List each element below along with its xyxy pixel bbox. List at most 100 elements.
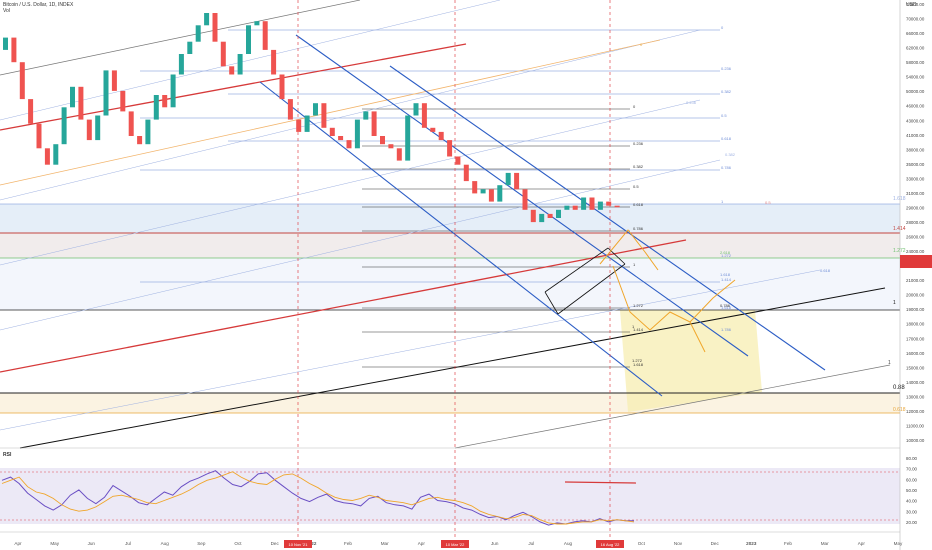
price-tick-label: 43000.00 [906,118,925,123]
price-candle [153,95,159,120]
price-candle [70,86,75,108]
price-tick-label: 24000.00 [906,249,925,254]
date-marker-tag [596,540,624,548]
current-price-tag [900,255,932,268]
fib-label-projection: 0.618 [820,268,831,273]
price-candle [137,136,143,145]
fib-label-right: 0.5 [721,113,727,118]
price-candle [170,74,176,108]
price-candle [338,136,344,141]
price-candle [597,201,603,210]
price-candle [120,90,126,112]
price-tick-label: 28000.00 [906,220,925,225]
fib-label-left: 0.786 [633,226,644,231]
black-trendline [19,287,886,449]
price-candle [19,62,25,100]
fib-label-projection: 0.786 [720,303,731,308]
price-candle [413,103,419,116]
volume-label: Vol [3,8,10,14]
price-candle [329,127,335,136]
price-candle [304,115,310,132]
price-candle [572,205,578,210]
price-candle [388,144,394,149]
target-box [620,310,762,412]
fib-label-edge: 1 [888,360,891,366]
price-candle [86,119,92,141]
orange-parallel-line [0,39,661,186]
price-candle [556,209,561,218]
price-tick-label: 66000.00 [906,31,925,36]
x-tick-label: May [894,541,903,546]
price-tick-label: 18000.00 [906,322,925,327]
x-tick-label: Apr [418,541,426,546]
fib-label-projection: 0.382 [725,152,736,157]
price-candle [514,172,520,190]
rsi-band [0,468,900,524]
price-candle [36,123,42,149]
fib-label-left: 0.236 [633,141,644,146]
price-candle [606,201,612,206]
zone-red [0,233,900,258]
projection-down [612,265,736,331]
fib-label-projection: 1.618 [720,272,731,277]
price-tick-label: 54000.00 [906,75,925,80]
price-tick-label: 74000.00 [906,2,925,7]
price-candle [313,103,318,116]
price-tick-label: 17000.00 [906,336,925,341]
x-tick-label: Apr [858,541,866,546]
price-candle [162,95,168,108]
price-tick-label: 16000.00 [906,351,925,356]
price-candle [53,144,59,165]
x-tick-label: Jun [491,541,499,546]
symbol-title: Bitcoin / U.S. Dollar, 1D, INDEX [3,2,74,8]
price-candle [212,13,218,42]
price-candle [44,148,50,165]
price-candle [346,140,352,149]
price-tick-label: 33000.00 [906,176,925,181]
fib-label-right: 0.786 [721,165,732,170]
zone-lower-blue [0,258,900,310]
price-tick-label: 35000.00 [906,162,925,167]
price-candle [28,99,34,124]
x-tick-label: Feb [344,541,352,546]
date-marker-label: 10 Mar '22 [446,542,466,547]
date-marker-tag [441,540,469,548]
x-tick-label: Feb [784,541,792,546]
grey-bottom-line [454,364,891,449]
x-tick-label: Oct [234,541,242,546]
x-tick-label: 2023 [746,541,757,546]
price-tick-label: 26000.00 [906,235,925,240]
rsi-label: RSI [3,452,12,458]
price-tick-label: 21000.00 [906,278,925,283]
rsi-resistance [564,481,637,484]
price-tick-label: 15000.00 [906,365,925,370]
price-tick-label: 29000.00 [906,206,925,211]
fib-label-left: 0.5 [633,184,639,189]
fib-label-edge: 1 [893,300,896,306]
price-candle [296,119,302,132]
x-tick-label: Dec [711,541,720,546]
fib-label-left: 1.272 [633,303,644,308]
price-candle [497,185,503,202]
price-tick-label: 14000.00 [906,380,925,385]
price-tick-label: 11000.00 [906,424,925,429]
fib-label-edge: 1.414 [893,226,906,232]
fib-label-right: 0 [721,25,724,30]
x-tick-label: Sep [197,541,206,546]
price-candle [480,189,486,194]
price-tick-label: 31000.00 [906,191,925,196]
x-tick-label: Aug [564,541,573,546]
price-candle [95,115,101,141]
projection-up [599,229,659,271]
price-candle [103,70,109,116]
price-candle [421,103,427,128]
fib-label-right: 0.618 [721,136,732,141]
zone-orange [0,393,900,413]
price-candle [262,21,268,50]
price-candle [178,54,184,75]
price-candle [128,111,134,136]
price-tick-label: 46000.00 [906,104,925,109]
fib-label-projection: 0 [640,42,643,47]
price-candle [547,213,553,218]
